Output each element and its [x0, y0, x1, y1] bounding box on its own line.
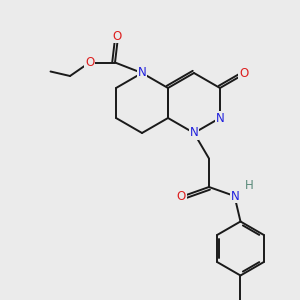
Text: N: N	[231, 190, 240, 202]
Text: O: O	[239, 67, 249, 80]
Text: O: O	[85, 56, 94, 69]
Text: O: O	[112, 29, 122, 43]
Text: H: H	[244, 179, 253, 192]
Text: N: N	[190, 127, 198, 140]
Text: N: N	[138, 67, 146, 80]
Text: N: N	[216, 112, 224, 124]
Text: O: O	[177, 190, 186, 203]
